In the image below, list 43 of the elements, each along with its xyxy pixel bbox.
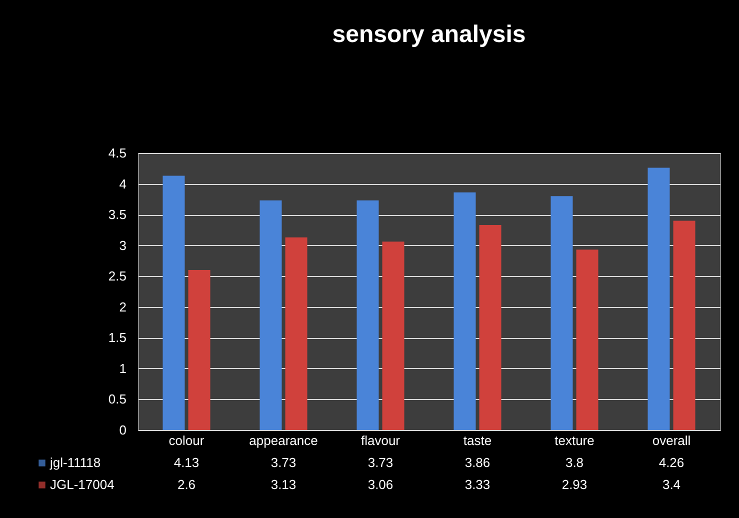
- data-label: 2.6: [177, 477, 196, 492]
- y-tick-label: 2.5: [108, 268, 126, 284]
- data-label: 3.73: [368, 455, 394, 470]
- bar: [454, 192, 476, 430]
- chart-title: sensory analysis: [332, 21, 526, 48]
- y-tick-label: 3.5: [108, 207, 126, 222]
- data-label: 2.93: [562, 477, 588, 492]
- data-label: 3.06: [368, 477, 394, 492]
- legend-label: jgl-11118: [49, 455, 101, 470]
- bar: [382, 242, 404, 430]
- data-label: 3.86: [464, 455, 490, 470]
- data-label: 3.33: [464, 477, 490, 492]
- x-tick-label: colour: [168, 433, 205, 448]
- x-tick-label: taste: [463, 433, 492, 448]
- data-label: 3.4: [662, 477, 681, 492]
- data-label: 3.73: [270, 455, 296, 470]
- x-tick-label: flavour: [360, 433, 401, 448]
- x-tick-label: appearance: [249, 433, 318, 448]
- bar: [285, 237, 308, 430]
- data-label: 4.26: [658, 455, 684, 470]
- bar: [356, 200, 379, 430]
- bar: [576, 250, 598, 430]
- y-tick-label: 4: [119, 176, 126, 192]
- data-label: 3.13: [270, 477, 296, 492]
- bar: [260, 200, 282, 430]
- data-label: 3.8: [565, 455, 584, 470]
- legend-label: JGL-17004: [50, 477, 114, 492]
- data-label: 4.13: [174, 455, 200, 470]
- bar: [162, 176, 185, 430]
- y-tick-label: 4.5: [108, 146, 126, 160]
- bar: [188, 270, 210, 430]
- y-tick-label: 2: [119, 299, 126, 314]
- bar: [550, 196, 573, 430]
- x-tick-label: texture: [554, 433, 594, 448]
- y-tick-label: 1: [119, 360, 126, 376]
- bar: [648, 168, 670, 430]
- x-tick-label: overall: [652, 433, 691, 448]
- bar: [479, 225, 502, 430]
- y-tick-label: 0.5: [108, 392, 126, 407]
- y-tick-label: 1.5: [108, 330, 126, 346]
- bar: [673, 220, 696, 430]
- y-tick-label: 3: [119, 238, 126, 253]
- y-tick-label: 0: [119, 422, 126, 438]
